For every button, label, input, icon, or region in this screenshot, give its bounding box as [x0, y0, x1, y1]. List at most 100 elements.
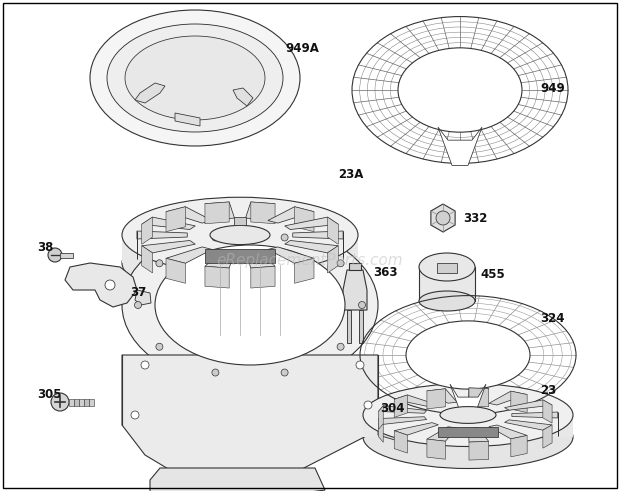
Ellipse shape — [90, 10, 300, 146]
Ellipse shape — [210, 225, 270, 245]
Circle shape — [105, 280, 115, 290]
Polygon shape — [268, 247, 314, 263]
Polygon shape — [285, 241, 339, 253]
Polygon shape — [427, 427, 457, 441]
Ellipse shape — [419, 291, 475, 311]
Ellipse shape — [155, 245, 345, 365]
Polygon shape — [450, 384, 486, 419]
Polygon shape — [378, 406, 383, 430]
Ellipse shape — [440, 407, 496, 423]
Polygon shape — [489, 425, 527, 439]
Polygon shape — [205, 266, 229, 288]
Polygon shape — [489, 391, 527, 405]
Polygon shape — [69, 399, 74, 406]
Polygon shape — [394, 423, 438, 435]
Circle shape — [212, 234, 219, 241]
Polygon shape — [142, 241, 195, 253]
Polygon shape — [343, 270, 367, 310]
Circle shape — [356, 361, 364, 369]
Polygon shape — [268, 207, 314, 223]
Polygon shape — [347, 310, 351, 343]
Text: 949: 949 — [540, 82, 565, 94]
Polygon shape — [394, 395, 407, 417]
Text: 305: 305 — [37, 388, 61, 402]
Polygon shape — [378, 406, 427, 413]
Polygon shape — [543, 400, 552, 423]
Text: 23: 23 — [540, 383, 556, 397]
Polygon shape — [89, 399, 94, 406]
Polygon shape — [363, 415, 573, 437]
Circle shape — [131, 411, 139, 419]
Text: 332: 332 — [463, 212, 487, 224]
Polygon shape — [543, 425, 552, 448]
Circle shape — [281, 234, 288, 241]
Text: 455: 455 — [480, 269, 505, 281]
Ellipse shape — [419, 253, 475, 281]
Polygon shape — [294, 207, 314, 232]
Circle shape — [51, 393, 69, 411]
Circle shape — [436, 211, 450, 225]
Polygon shape — [166, 247, 212, 263]
Polygon shape — [327, 217, 339, 244]
Polygon shape — [469, 441, 489, 460]
Polygon shape — [137, 231, 187, 239]
Polygon shape — [438, 127, 482, 165]
Polygon shape — [427, 439, 445, 459]
Text: 949A: 949A — [285, 42, 319, 55]
Polygon shape — [65, 263, 137, 307]
Polygon shape — [469, 388, 489, 407]
Polygon shape — [427, 389, 457, 403]
Polygon shape — [349, 263, 361, 270]
Polygon shape — [437, 263, 457, 273]
Polygon shape — [135, 83, 165, 103]
Circle shape — [156, 343, 163, 350]
Polygon shape — [234, 218, 246, 225]
Polygon shape — [394, 431, 407, 453]
Circle shape — [337, 260, 344, 267]
Polygon shape — [511, 391, 527, 412]
Polygon shape — [205, 251, 234, 268]
Polygon shape — [122, 235, 358, 263]
Ellipse shape — [122, 223, 378, 387]
Text: eReplacementParts.com: eReplacementParts.com — [216, 252, 404, 268]
Ellipse shape — [122, 225, 358, 301]
Ellipse shape — [125, 36, 265, 120]
Polygon shape — [285, 217, 339, 229]
Polygon shape — [394, 395, 438, 408]
Circle shape — [212, 369, 219, 376]
Text: 37: 37 — [130, 285, 146, 299]
Polygon shape — [166, 207, 212, 223]
Polygon shape — [150, 468, 325, 491]
Polygon shape — [378, 410, 395, 440]
Polygon shape — [378, 418, 383, 442]
Polygon shape — [60, 252, 73, 257]
Polygon shape — [205, 249, 275, 263]
Polygon shape — [251, 202, 275, 224]
Ellipse shape — [122, 197, 358, 273]
Polygon shape — [427, 389, 445, 409]
Circle shape — [364, 401, 372, 409]
Text: 23A: 23A — [338, 168, 363, 182]
Circle shape — [358, 301, 366, 308]
Circle shape — [281, 369, 288, 376]
Polygon shape — [84, 399, 89, 406]
Polygon shape — [251, 266, 275, 288]
Polygon shape — [233, 88, 253, 106]
Polygon shape — [142, 246, 153, 273]
Polygon shape — [293, 231, 343, 239]
Polygon shape — [505, 420, 552, 430]
Polygon shape — [469, 388, 489, 402]
Ellipse shape — [406, 321, 530, 389]
Polygon shape — [79, 399, 84, 406]
Polygon shape — [469, 428, 489, 442]
Polygon shape — [246, 202, 275, 219]
Polygon shape — [175, 113, 200, 126]
Polygon shape — [74, 399, 79, 406]
Polygon shape — [142, 217, 153, 244]
Text: 38: 38 — [37, 241, 53, 253]
Polygon shape — [166, 258, 185, 283]
Polygon shape — [294, 258, 314, 283]
Polygon shape — [505, 400, 552, 410]
Polygon shape — [511, 436, 527, 457]
Ellipse shape — [398, 48, 522, 132]
